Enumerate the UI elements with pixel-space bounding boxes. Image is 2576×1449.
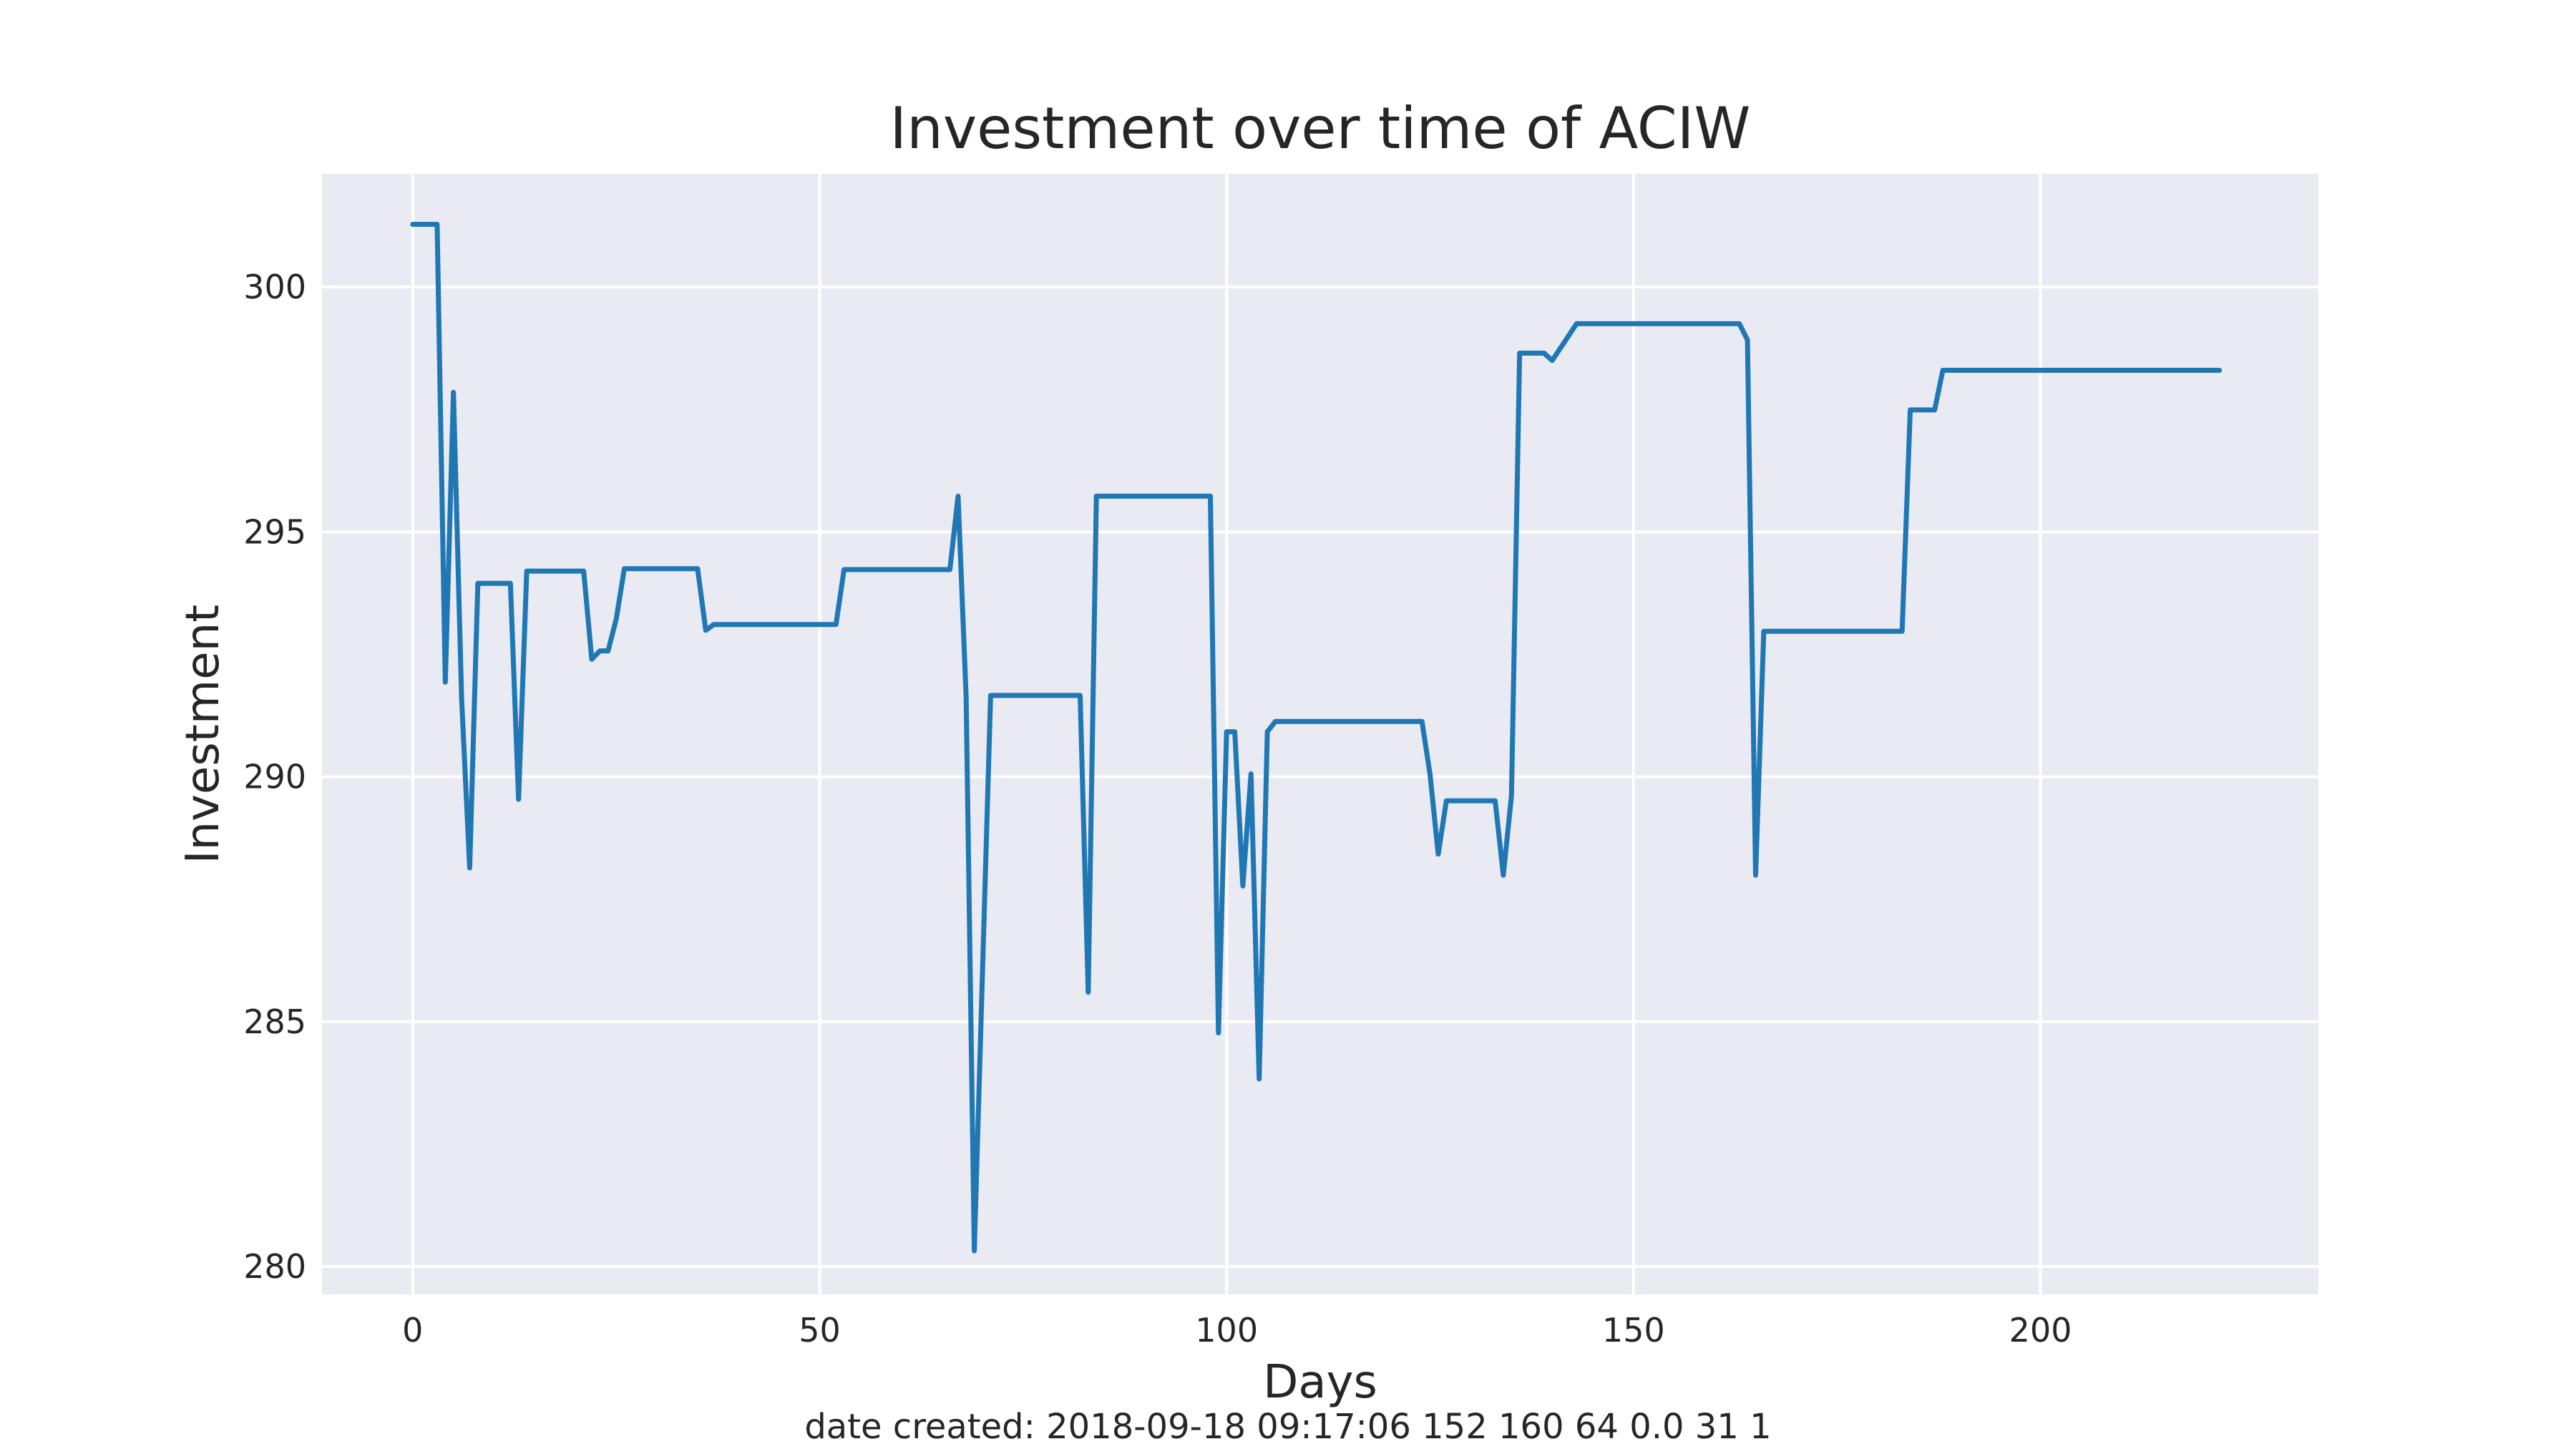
- plot-area: [322, 174, 2318, 1294]
- x-tick-label: 0: [402, 1311, 423, 1350]
- y-gridlines: [322, 286, 2318, 1268]
- y-axis-label: Investment: [177, 605, 230, 864]
- chart-title: Investment over time of ACIW: [890, 95, 1751, 162]
- x-tick-label: 150: [1602, 1311, 1665, 1350]
- y-tick-label: 300: [243, 268, 306, 306]
- y-tick-labels: 280 285 290 295 300: [243, 268, 306, 1286]
- y-tick-label: 280: [243, 1247, 306, 1286]
- series-group: [410, 222, 2223, 1254]
- y-tick-label: 290: [243, 758, 306, 796]
- x-tick-label: 100: [1195, 1311, 1258, 1350]
- y-tick-label: 295: [243, 512, 306, 551]
- x-tick-label: 50: [799, 1311, 841, 1350]
- x-tick-label: 200: [2009, 1311, 2072, 1350]
- series-line: [410, 222, 2223, 1254]
- date-caption: date created: 2018-09-18 09:17:06 152 16…: [804, 1407, 1771, 1447]
- x-axis-label: Days: [1263, 1356, 1377, 1409]
- x-tick-labels: 0 50 100 150 200: [402, 1311, 2072, 1350]
- y-tick-label: 285: [243, 1002, 306, 1041]
